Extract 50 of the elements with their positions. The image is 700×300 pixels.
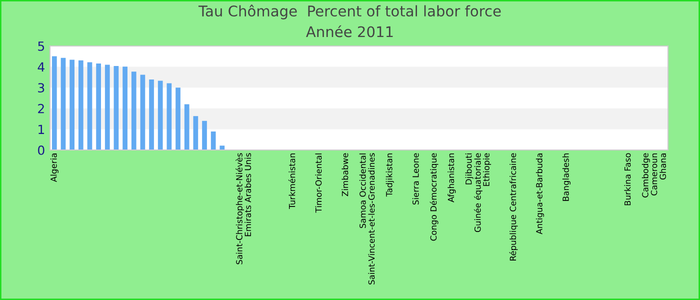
x-tick-label: Congo Démocratique [430, 153, 438, 241]
bar [52, 56, 57, 150]
x-tick-label: Ethiopie [482, 153, 492, 186]
y-tick-label: 4 [38, 62, 44, 72]
x-tick-label: Algeria [50, 154, 58, 182]
x-tick-label: Cameroun [650, 153, 658, 196]
x-tick-label: Ghana [660, 154, 666, 180]
bar [104, 64, 110, 150]
bar [202, 120, 207, 150]
y-tick-label: 3 [38, 83, 44, 93]
x-tick-label: Antigua-et-Barbuda [536, 154, 544, 234]
bar [87, 62, 92, 150]
bar [114, 66, 119, 150]
y-tick-label: 1 [38, 124, 44, 134]
x-tick-label: Bangladesh [562, 153, 571, 201]
bar [210, 131, 216, 150]
bar [70, 60, 74, 150]
x-tick-label: Zimbabwe [342, 153, 348, 196]
bar [60, 58, 66, 150]
x-tick-label: Emirats Arabes Unis [244, 153, 252, 236]
x-tick-label: Saint-Vincent-et-les-Grenadines [368, 153, 375, 284]
bar [184, 104, 190, 150]
x-tick-label: République Centrafricaine [509, 153, 518, 260]
x-tick-label: Tadjikistan [386, 153, 394, 197]
y-tick-label: 0 [38, 145, 44, 155]
x-tick-label: Sierra Leone [412, 153, 419, 205]
x-tick-label: Saint-Christophe-et-Niévès [236, 153, 244, 264]
y-tick-label: 5 [38, 42, 44, 51]
x-tick-label: Timor-Oriental [315, 154, 322, 213]
bar [158, 80, 163, 150]
bar [166, 83, 172, 150]
y-tick-label: 2 [38, 104, 44, 114]
chart-subtitle: Année 2011 [306, 25, 393, 38]
x-tick-label: Cambodge [642, 153, 650, 198]
bar [140, 74, 146, 150]
x-tick-label: Turkménistan [288, 153, 296, 209]
x-tick-label: Afghanistan [448, 153, 456, 202]
x-tick-label: Burkina Faso [624, 153, 631, 206]
chart-title: Tau Chômage Percent of total labor force [198, 4, 501, 20]
bar [78, 60, 84, 150]
bar [149, 79, 154, 150]
bar [131, 72, 136, 150]
x-tick-label: Samoa Occidental [359, 154, 366, 228]
bar [220, 146, 225, 150]
bar [96, 63, 101, 150]
x-tick-label: Djibouti [465, 154, 474, 184]
bar [193, 116, 198, 150]
bar [122, 66, 128, 150]
x-tick-label: Guinée équatoriale [474, 153, 482, 232]
bar [176, 88, 180, 150]
